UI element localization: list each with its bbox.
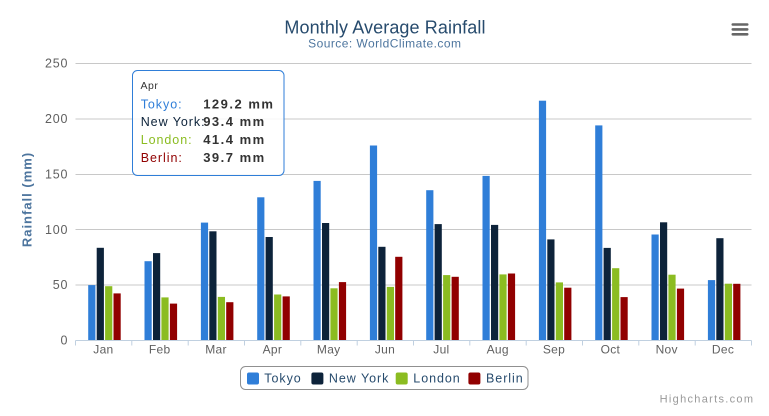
svg-text:Source: WorldClimate.com: Source: WorldClimate.com xyxy=(308,36,461,50)
svg-text:41.4 mm: 41.4 mm xyxy=(203,132,266,147)
svg-text:150: 150 xyxy=(45,168,68,182)
svg-text:39.7 mm: 39.7 mm xyxy=(203,150,266,165)
svg-text:250: 250 xyxy=(45,57,68,71)
svg-text:Rainfall (mm): Rainfall (mm) xyxy=(20,152,35,247)
svg-text:Jul: Jul xyxy=(433,342,449,356)
svg-text:Apr: Apr xyxy=(141,80,159,92)
svg-text:Oct: Oct xyxy=(601,342,621,356)
svg-text:100: 100 xyxy=(45,223,68,237)
svg-text:Jan: Jan xyxy=(93,342,113,356)
svg-text:0: 0 xyxy=(61,334,69,348)
svg-text:Tokyo:: Tokyo: xyxy=(141,97,183,111)
svg-text:New York: New York xyxy=(329,372,389,386)
svg-text:Berlin:: Berlin: xyxy=(141,151,183,165)
svg-text:Berlin: Berlin xyxy=(486,372,524,386)
svg-text:Tokyo: Tokyo xyxy=(264,372,301,386)
svg-text:May: May xyxy=(317,342,341,356)
svg-text:Aug: Aug xyxy=(487,342,509,356)
svg-text:Apr: Apr xyxy=(263,342,283,356)
svg-text:London: London xyxy=(413,372,460,386)
svg-text:93.4 mm: 93.4 mm xyxy=(203,114,266,129)
svg-text:Feb: Feb xyxy=(149,342,171,356)
svg-text:Sep: Sep xyxy=(543,342,565,356)
svg-text:Nov: Nov xyxy=(656,342,678,356)
svg-text:London:: London: xyxy=(141,133,193,147)
svg-text:50: 50 xyxy=(53,278,69,292)
svg-text:Highcharts.com: Highcharts.com xyxy=(660,393,755,405)
svg-text:Monthly Average Rainfall: Monthly Average Rainfall xyxy=(284,18,485,38)
svg-text:Jun: Jun xyxy=(375,342,395,356)
svg-text:Mar: Mar xyxy=(205,342,227,356)
svg-text:129.2 mm: 129.2 mm xyxy=(203,96,274,111)
svg-text:200: 200 xyxy=(45,112,68,126)
svg-text:New York:: New York: xyxy=(141,115,206,129)
svg-text:Dec: Dec xyxy=(712,342,734,356)
